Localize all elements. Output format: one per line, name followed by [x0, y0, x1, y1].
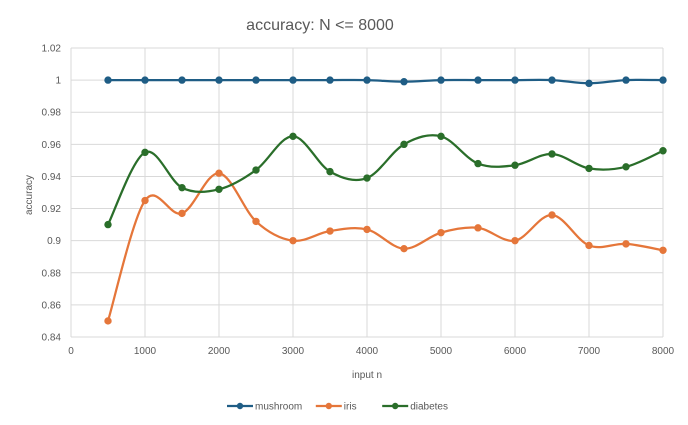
x-tick-label: 4000: [356, 346, 379, 357]
x-tick-label: 6000: [504, 346, 527, 357]
x-tick-label: 2000: [208, 346, 231, 357]
y-tick-label: 0.88: [42, 268, 62, 279]
data-point-iris: [326, 227, 334, 235]
x-tick-label: 8000: [652, 346, 675, 357]
y-axis-ticks: 0.84 0.86 0.88 0.9 0.92 0.94 0.96 0.98 1 1.02: [42, 44, 62, 344]
y-tick-label: 0.92: [42, 204, 62, 215]
y-axis-label: accuracy: [24, 175, 35, 215]
x-axis-ticks: 0 1000 2000 3000 4000 5000 6000 7000 8000: [68, 346, 674, 357]
data-point-diabetes: [289, 132, 297, 141]
y-tick-label: 1.02: [42, 44, 62, 55]
legend-label-mushroom: mushroom: [255, 402, 302, 413]
data-point-diabetes: [178, 183, 186, 192]
series-group: [104, 76, 667, 325]
series-diabetes: [104, 132, 667, 229]
data-point-mushroom: [400, 78, 408, 86]
x-tick-label: 5000: [430, 346, 453, 357]
data-point-iris: [400, 244, 408, 253]
data-point-diabetes: [141, 148, 149, 157]
data-point-iris: [437, 228, 445, 237]
data-point-diabetes: [400, 140, 408, 149]
data-point-mushroom: [104, 76, 112, 84]
legend-label-iris: iris: [344, 402, 357, 413]
data-point-diabetes: [104, 220, 112, 229]
series-line-diabetes: [106, 134, 665, 226]
legend-marker-iris: [325, 402, 332, 410]
data-point-iris: [363, 225, 371, 234]
data-point-diabetes: [474, 159, 482, 168]
data-point-mushroom: [548, 76, 556, 84]
data-point-mushroom: [252, 76, 260, 84]
y-tick-label: 1: [55, 76, 61, 87]
x-tick-label: 3000: [282, 346, 305, 357]
series-iris: [104, 169, 667, 325]
y-tick-label: 0.94: [42, 172, 62, 183]
y-tick-label: 0.9: [47, 236, 61, 247]
series-mushroom: [104, 76, 667, 88]
data-point-iris: [659, 246, 667, 255]
data-point-mushroom: [585, 79, 593, 88]
data-point-iris: [511, 236, 519, 245]
data-point-iris: [215, 169, 223, 177]
data-point-diabetes: [585, 164, 593, 173]
data-point-mushroom: [511, 76, 519, 84]
data-point-mushroom: [326, 76, 334, 84]
legend-label-diabetes: diabetes: [410, 402, 448, 413]
x-tick-label: 1000: [134, 346, 157, 357]
y-tick-label: 0.84: [42, 333, 62, 344]
x-tick-label: 0: [68, 346, 74, 357]
data-point-diabetes: [326, 167, 334, 176]
data-point-diabetes: [215, 185, 223, 193]
data-point-diabetes: [511, 161, 519, 169]
series-line-mushroom: [106, 78, 665, 85]
data-point-iris: [585, 241, 593, 250]
y-tick-label: 0.86: [42, 300, 62, 311]
series-line-iris: [106, 172, 665, 323]
y-tick-label: 0.96: [42, 140, 62, 151]
data-point-mushroom: [289, 76, 297, 84]
legend-marker-diabetes: [392, 402, 399, 410]
data-point-mushroom: [622, 76, 630, 84]
data-point-diabetes: [622, 163, 630, 171]
data-point-iris: [178, 209, 186, 218]
gridlines: [70, 47, 664, 338]
data-point-iris: [141, 196, 149, 205]
data-point-diabetes: [548, 150, 556, 158]
data-point-iris: [622, 240, 630, 248]
chart-title: accuracy: N <= 8000: [246, 17, 394, 34]
data-point-mushroom: [659, 76, 667, 84]
x-tick-label: 7000: [578, 346, 601, 357]
data-point-iris: [104, 317, 112, 325]
data-point-mushroom: [474, 76, 482, 84]
data-point-mushroom: [178, 76, 186, 84]
data-point-diabetes: [659, 147, 667, 155]
data-point-iris: [252, 217, 260, 226]
data-point-iris: [289, 236, 297, 245]
y-tick-label: 0.98: [42, 108, 62, 119]
legend-marker-mushroom: [236, 402, 244, 410]
data-point-mushroom: [141, 76, 149, 84]
data-point-mushroom: [215, 76, 223, 84]
data-point-diabetes: [252, 166, 260, 174]
legend: mushroom iris diabetes: [227, 402, 448, 413]
data-point-iris: [548, 211, 556, 219]
data-point-diabetes: [363, 174, 371, 182]
x-axis-label: input n: [352, 370, 382, 381]
data-point-mushroom: [363, 76, 371, 84]
data-point-diabetes: [437, 132, 445, 141]
data-point-mushroom: [437, 76, 445, 84]
data-point-iris: [474, 224, 482, 232]
